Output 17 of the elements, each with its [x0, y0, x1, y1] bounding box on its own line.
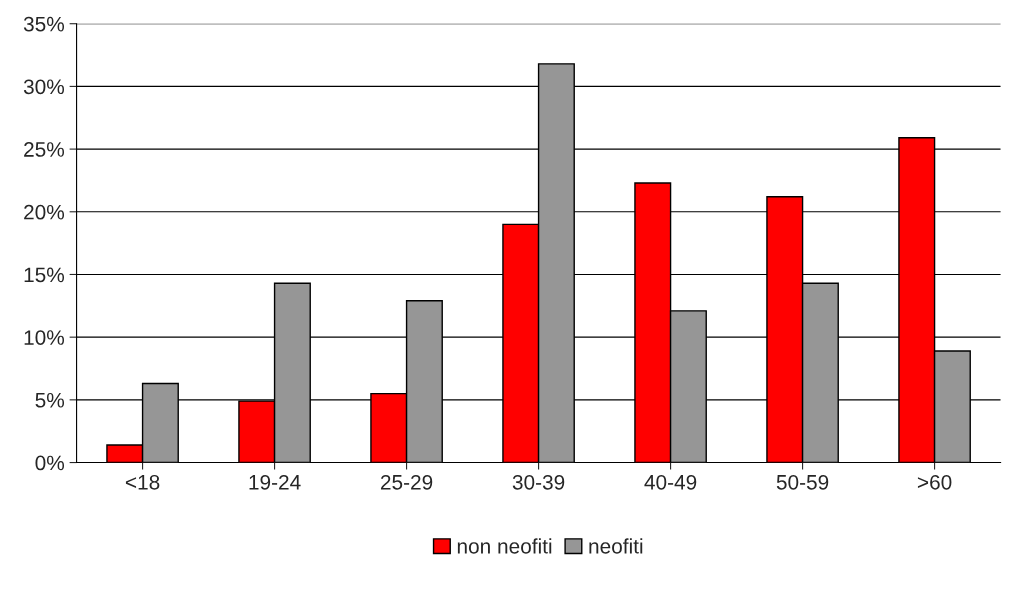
y-tick-label: 10% — [24, 330, 65, 345]
y-tick-label: 20% — [24, 204, 65, 220]
legend-label: non neofiti — [457, 538, 552, 554]
x-tick-label: 30-39 — [512, 474, 565, 490]
y-tick-label: 35% — [23, 16, 65, 32]
x-tick-label: 50-59 — [776, 474, 829, 490]
x-tick-label: >60 — [917, 474, 952, 490]
y-tick-label: 25% — [24, 142, 65, 157]
y-tick-label: 15% — [24, 267, 65, 283]
y-tick-label: 0% — [35, 455, 65, 471]
y-tick-label: 5% — [35, 392, 65, 408]
x-tick-label: 25-29 — [380, 474, 433, 490]
x-tick-label: <18 — [125, 474, 160, 490]
legend-label: neofiti — [589, 538, 643, 554]
x-tick-label: 40-49 — [644, 474, 697, 490]
x-tick-label: 19-24 — [249, 474, 301, 490]
y-tick-label: 30% — [23, 79, 65, 95]
